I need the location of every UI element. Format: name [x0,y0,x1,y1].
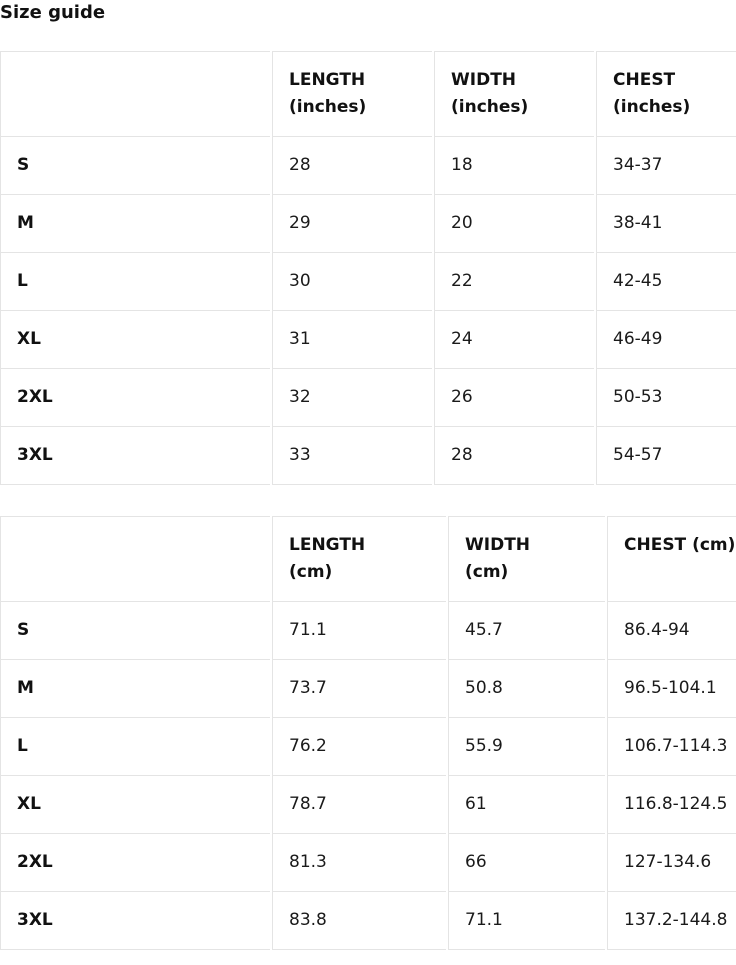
cell-length: 33 [272,427,432,485]
row-label: S [0,137,270,195]
row-label: 2XL [0,369,270,427]
cell-chest: 46-49 [596,311,736,369]
size-table-cm-scroll-area[interactable]: LENGTH (cm) WIDTH (cm) CHEST (cm) S 71.1… [0,516,736,950]
corner-cell [0,516,270,602]
cell-width: 50.8 [448,660,605,718]
cell-length: 30 [272,253,432,311]
col-header-chest-cm: CHEST (cm) [607,516,736,602]
table-row: L 76.2 55.9 106.7-114.3 [0,718,736,776]
row-label: 2XL [0,834,270,892]
cell-width: 61 [448,776,605,834]
size-table-cm: LENGTH (cm) WIDTH (cm) CHEST (cm) S 71.1… [0,516,736,950]
cell-chest: 116.8-124.5 [607,776,736,834]
col-header-length-cm: LENGTH (cm) [272,516,446,602]
cell-width: 66 [448,834,605,892]
table-row: XL 31 24 46-49 [0,311,736,369]
cell-width: 22 [434,253,594,311]
cell-width: 20 [434,195,594,253]
corner-cell [0,51,270,137]
cell-chest: 96.5-104.1 [607,660,736,718]
cell-length: 76.2 [272,718,446,776]
table-row: 2XL 81.3 66 127-134.6 [0,834,736,892]
header-row: LENGTH (cm) WIDTH (cm) CHEST (cm) [0,516,736,602]
col-header-width-inches: WIDTH (inches) [434,51,594,137]
col-header-chest-inches: CHEST (inches) [596,51,736,137]
row-label: L [0,718,270,776]
table-row: M 73.7 50.8 96.5-104.1 [0,660,736,718]
row-label: 3XL [0,427,270,485]
cell-width: 18 [434,137,594,195]
cell-length: 78.7 [272,776,446,834]
table-row: S 71.1 45.7 86.4-94 [0,602,736,660]
row-label: 3XL [0,892,270,950]
cell-width: 71.1 [448,892,605,950]
cell-length: 83.8 [272,892,446,950]
col-header-width-cm: WIDTH (cm) [448,516,605,602]
cell-chest: 54-57 [596,427,736,485]
table-row: 3XL 33 28 54-57 [0,427,736,485]
cell-chest: 137.2-144.8 [607,892,736,950]
row-label: XL [0,311,270,369]
page-title: Size guide [0,2,106,23]
size-table-inches-scroll-area[interactable]: LENGTH (inches) WIDTH (inches) CHEST (in… [0,51,736,485]
table-row: S 28 18 34-37 [0,137,736,195]
row-label: M [0,660,270,718]
cell-chest: 42-45 [596,253,736,311]
cell-chest: 106.7-114.3 [607,718,736,776]
col-header-length-inches: LENGTH (inches) [272,51,432,137]
cell-length: 73.7 [272,660,446,718]
table-row: 3XL 83.8 71.1 137.2-144.8 [0,892,736,950]
cell-width: 45.7 [448,602,605,660]
cell-length: 71.1 [272,602,446,660]
table-row: M 29 20 38-41 [0,195,736,253]
cell-chest: 34-37 [596,137,736,195]
cell-length: 29 [272,195,432,253]
cell-width: 28 [434,427,594,485]
cell-width: 55.9 [448,718,605,776]
table-row: XL 78.7 61 116.8-124.5 [0,776,736,834]
cell-chest: 38-41 [596,195,736,253]
row-label: S [0,602,270,660]
cell-length: 81.3 [272,834,446,892]
size-table-inches: LENGTH (inches) WIDTH (inches) CHEST (in… [0,51,736,485]
row-label: XL [0,776,270,834]
cell-chest: 50-53 [596,369,736,427]
cell-chest: 86.4-94 [607,602,736,660]
row-label: L [0,253,270,311]
header-row: LENGTH (inches) WIDTH (inches) CHEST (in… [0,51,736,137]
cell-length: 31 [272,311,432,369]
row-label: M [0,195,270,253]
table-row: 2XL 32 26 50-53 [0,369,736,427]
cell-width: 24 [434,311,594,369]
cell-chest: 127-134.6 [607,834,736,892]
table-row: L 30 22 42-45 [0,253,736,311]
cell-length: 28 [272,137,432,195]
cell-length: 32 [272,369,432,427]
cell-width: 26 [434,369,594,427]
